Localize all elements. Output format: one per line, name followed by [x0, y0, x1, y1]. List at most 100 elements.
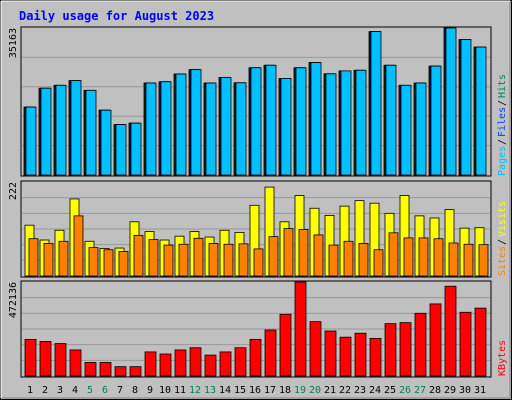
axis-legend-kbytes: KBytes	[497, 340, 508, 376]
bar-sites	[43, 242, 54, 277]
legend-sep-2: /	[497, 100, 508, 106]
bar-sites	[103, 249, 114, 277]
bar-sites	[148, 239, 159, 277]
bar-sites	[433, 238, 444, 277]
bar-sites	[283, 228, 294, 277]
x-tick-label: 2	[42, 385, 48, 396]
bar-kbytes	[54, 343, 67, 377]
bar-kbytes	[234, 347, 247, 377]
bar-pages	[265, 64, 277, 176]
bar-kbytes	[309, 321, 322, 377]
bar-sites	[118, 251, 129, 277]
x-tick-label: 3	[57, 385, 63, 396]
bar-kbytes	[189, 347, 202, 377]
x-tick-label: 20	[309, 385, 321, 396]
bar-sites	[253, 248, 264, 277]
legend-hits: Hits	[497, 74, 508, 98]
x-tick-label: 10	[159, 385, 171, 396]
bar-pages	[385, 64, 397, 176]
bar-sites	[373, 249, 384, 277]
x-tick-label: 1	[27, 385, 33, 396]
bar-pages	[100, 109, 112, 176]
bar-pages	[220, 76, 232, 176]
bar-kbytes	[24, 338, 37, 377]
x-tick-label: 5	[87, 385, 93, 396]
bar-sites	[313, 234, 324, 277]
bar-sites	[88, 247, 99, 277]
bar-kbytes	[174, 349, 187, 377]
x-tick-label: 15	[234, 385, 246, 396]
x-tick-label: 7	[117, 385, 123, 396]
bar-pages	[190, 69, 202, 176]
x-tick-label: 30	[459, 385, 471, 396]
bar-sites	[343, 240, 354, 277]
chart-title: Daily usage for August 2023	[19, 9, 214, 23]
x-tick-label: 31	[474, 385, 486, 396]
bar-kbytes	[324, 330, 337, 377]
x-tick-label: 29	[444, 385, 456, 396]
bar-kbytes	[159, 353, 172, 377]
bar-sites	[328, 244, 339, 277]
x-tick-label: 4	[72, 385, 78, 396]
bar-kbytes	[399, 322, 412, 377]
bar-sites	[448, 242, 459, 277]
bar-pages	[430, 65, 442, 176]
bar-sites	[478, 244, 489, 277]
bar-kbytes	[129, 366, 142, 377]
legend-pages: Pages	[497, 146, 508, 176]
bar-pages	[415, 82, 427, 176]
bar-kbytes	[69, 349, 82, 377]
axis-legend-visits: Sites / Visits	[497, 201, 508, 276]
bar-kbytes	[204, 354, 217, 377]
x-tick-label: 16	[249, 385, 261, 396]
bar-kbytes	[249, 338, 262, 377]
bar-pages	[145, 82, 157, 176]
x-tick-label: 21	[324, 385, 336, 396]
bar-sites	[133, 234, 144, 277]
bar-pages	[475, 46, 487, 176]
bar-sites	[163, 244, 174, 277]
x-tick-label: 11	[174, 385, 186, 396]
bar-sites	[193, 237, 204, 277]
x-tick-label: 17	[264, 385, 276, 396]
x-tick-label: 28	[429, 385, 441, 396]
bar-sites	[463, 243, 474, 277]
bar-sites	[418, 237, 429, 277]
bar-pages	[280, 78, 292, 176]
bar-kbytes	[474, 307, 487, 377]
bars-hits-files-pages	[23, 27, 487, 176]
legend-sep-1: /	[497, 139, 508, 145]
bar-pages	[250, 67, 262, 176]
ymax-label-hits: 35163	[8, 28, 19, 58]
bar-kbytes	[39, 341, 52, 377]
bar-sites	[73, 215, 84, 277]
bar-sites	[223, 243, 234, 277]
legend-visits: Visits	[497, 201, 508, 237]
bar-pages	[295, 67, 307, 176]
bar-sites	[28, 238, 39, 277]
x-tick-label: 9	[147, 385, 153, 396]
bar-sites	[358, 242, 369, 277]
x-tick-label: 22	[339, 385, 351, 396]
bar-kbytes	[354, 332, 367, 377]
bar-pages	[160, 81, 172, 176]
legend-sep-3: /	[497, 239, 508, 245]
bar-pages	[325, 73, 337, 176]
bar-kbytes	[369, 337, 382, 377]
x-tick-label: 12	[189, 385, 201, 396]
bar-pages	[175, 73, 187, 176]
legend-kbytes: KBytes	[497, 340, 508, 376]
x-axis-day-labels: 1 2 3 4 5 6 7 8 9 10 11 12 13 14 15 16 17 18 19 20 21 22 23 24 2…	[27, 385, 486, 396]
axis-legend-hits: Pages / Files / Hits	[497, 74, 508, 176]
bar-sites	[298, 229, 309, 277]
bar-sites	[268, 236, 279, 277]
bar-pages	[85, 89, 97, 176]
x-tick-label: 19	[294, 385, 306, 396]
bar-kbytes	[414, 312, 427, 377]
bar-pages	[55, 84, 67, 176]
x-tick-label: 14	[219, 385, 231, 396]
bars-visits-sites	[24, 186, 489, 277]
bar-pages	[130, 122, 142, 176]
x-tick-label: 24	[369, 385, 381, 396]
